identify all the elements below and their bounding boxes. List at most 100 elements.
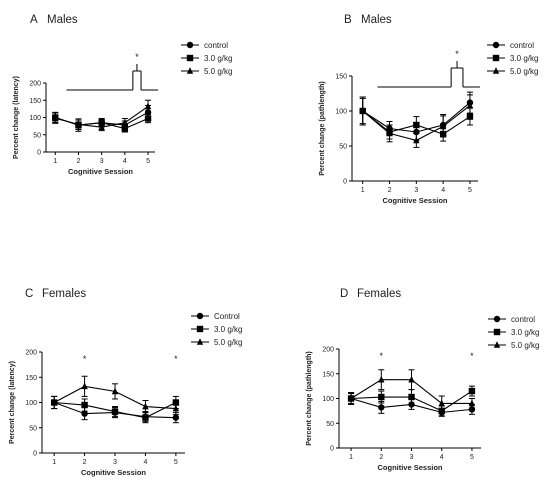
significance-bracket: * bbox=[66, 52, 159, 91]
series-3 bbox=[50, 375, 180, 416]
legend-label: Control bbox=[214, 312, 240, 321]
y-axis-label: Percent change (latency) bbox=[9, 361, 16, 444]
legend-marker bbox=[492, 54, 500, 62]
data-point bbox=[439, 122, 447, 130]
data-point bbox=[408, 393, 415, 401]
y-tick-label: 150 bbox=[335, 74, 347, 81]
x-tick-label: 2 bbox=[379, 454, 383, 461]
y-tick-label: 100 bbox=[335, 109, 347, 116]
y-tick-label: 0 bbox=[37, 150, 41, 157]
data-point bbox=[81, 401, 88, 409]
legend-label: 3.0 g/kg bbox=[510, 54, 538, 63]
series-3 bbox=[347, 369, 476, 412]
data-point bbox=[347, 394, 355, 402]
data-point bbox=[408, 375, 415, 383]
legend-marker bbox=[186, 54, 194, 62]
y-axis-label: Percent change (pathlength) bbox=[306, 351, 313, 446]
data-point bbox=[142, 402, 149, 410]
y-tick-label: 0 bbox=[33, 451, 37, 458]
x-axis-label: Cognitive Session bbox=[68, 167, 133, 176]
panel-title: Males bbox=[361, 14, 392, 26]
y-tick-label: 150 bbox=[29, 98, 41, 105]
x-tick-label: 2 bbox=[83, 459, 87, 466]
legend-marker bbox=[492, 41, 500, 49]
y-tick-label: 50 bbox=[33, 132, 41, 139]
series-2 bbox=[50, 395, 180, 424]
data-point bbox=[172, 414, 180, 421]
legend-label: 5.0 g/kg bbox=[510, 67, 538, 76]
significance-star: * bbox=[174, 354, 178, 364]
x-axis-label: Cognitive Session bbox=[377, 463, 442, 472]
data-point bbox=[81, 382, 88, 390]
legend-marker bbox=[493, 341, 501, 348]
x-tick-label: 5 bbox=[146, 158, 150, 165]
data-point bbox=[468, 387, 476, 395]
y-tick-label: 200 bbox=[29, 81, 41, 88]
significance-star: * bbox=[135, 52, 139, 62]
y-tick-label: 0 bbox=[330, 446, 334, 453]
legend-label: control bbox=[510, 41, 534, 50]
panel-label: B bbox=[344, 14, 352, 26]
data-point bbox=[121, 118, 129, 126]
legend-label: 3.0 g/kg bbox=[204, 54, 232, 63]
data-point bbox=[413, 121, 420, 129]
x-tick-label: 5 bbox=[174, 459, 178, 466]
panel-d: D Females 0 50 100 150 200 1 2 3 4 5 Cognitive Sessi… bbox=[306, 288, 539, 472]
legend-marker bbox=[492, 67, 500, 74]
legend-label: control bbox=[511, 315, 535, 324]
y-tick-label: 200 bbox=[25, 350, 37, 357]
data-point bbox=[359, 107, 366, 114]
x-tick-label: 4 bbox=[123, 158, 127, 165]
legend-marker bbox=[493, 315, 501, 323]
panel-a: A Males 0 50 100 150 200 1 2 3 4 5 Cognitive Session… bbox=[13, 14, 232, 176]
x-tick-label: 3 bbox=[414, 187, 418, 194]
panel-label: A bbox=[30, 14, 38, 26]
x-axis-label: Cognitive Session bbox=[382, 196, 447, 205]
x-tick-label: 1 bbox=[52, 459, 56, 466]
data-point bbox=[121, 125, 129, 132]
y-tick-label: 50 bbox=[326, 421, 334, 428]
x-axis-label: Cognitive Session bbox=[81, 468, 146, 477]
legend-marker bbox=[186, 41, 194, 49]
y-tick-label: 150 bbox=[322, 371, 334, 378]
x-tick-label: 1 bbox=[53, 158, 57, 165]
data-point bbox=[98, 119, 105, 126]
x-tick-label: 2 bbox=[388, 187, 392, 194]
x-tick-label: 1 bbox=[361, 187, 365, 194]
data-point bbox=[172, 404, 180, 412]
panel-b: B Males 0 50 100 150 1 2 3 4 5 Cognitive Session Per… bbox=[319, 14, 538, 205]
legend-label: 3.0 g/kg bbox=[214, 325, 242, 334]
x-tick-label: 3 bbox=[100, 158, 104, 165]
y-axis-label: Percent change (latency) bbox=[13, 76, 20, 159]
y-tick-label: 100 bbox=[322, 396, 334, 403]
x-tick-label: 3 bbox=[113, 459, 117, 466]
data-point bbox=[438, 399, 445, 407]
data-point bbox=[466, 101, 474, 109]
y-tick-label: 200 bbox=[322, 347, 334, 354]
data-point bbox=[52, 114, 59, 121]
y-tick-label: 50 bbox=[339, 144, 347, 151]
x-tick-label: 4 bbox=[440, 454, 444, 461]
legend-label: 5.0 g/kg bbox=[214, 338, 242, 347]
data-point bbox=[378, 375, 385, 383]
legend-marker bbox=[186, 67, 194, 74]
x-tick-label: 5 bbox=[470, 454, 474, 461]
x-tick-label: 1 bbox=[349, 454, 353, 461]
y-tick-label: 150 bbox=[25, 375, 37, 382]
data-point bbox=[386, 129, 393, 137]
x-tick-label: 3 bbox=[410, 454, 414, 461]
data-point bbox=[111, 387, 119, 395]
data-point bbox=[98, 123, 105, 130]
panel-label: D bbox=[340, 288, 348, 300]
legend-label: 3.0 g/kg bbox=[511, 328, 539, 337]
data-point bbox=[142, 414, 149, 421]
legend-marker bbox=[196, 312, 204, 320]
significance-star: * bbox=[380, 351, 384, 361]
data-point bbox=[378, 393, 385, 401]
data-point bbox=[468, 399, 476, 407]
data-point bbox=[81, 410, 88, 417]
legend-marker bbox=[196, 338, 204, 345]
legend-marker bbox=[493, 328, 501, 336]
x-tick-label: 4 bbox=[441, 187, 445, 194]
